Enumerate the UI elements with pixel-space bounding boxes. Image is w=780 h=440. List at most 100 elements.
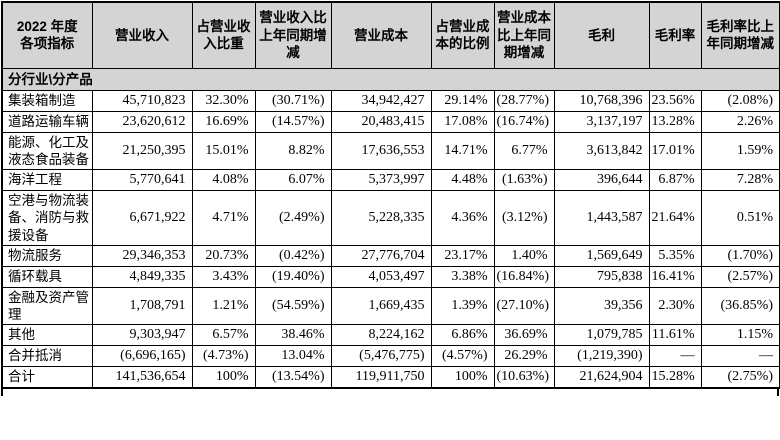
- value-cell: 29.14%: [430, 89, 495, 112]
- value-cell: 5,770,641: [91, 169, 193, 192]
- table-row: 物流服务 29,346,353 20.73% (0.42%) 27,776,704 23.…: [1, 244, 780, 267]
- table-row: 集装箱制造 45,710,823 32.30% (30.71%) 34,942,427 2…: [1, 89, 780, 112]
- table-header-row: 2022 年度 各项指标 营业收入 占营业收入比重 营业收入比上年同期增减 营业成本 占营…: [1, 1, 780, 69]
- value-cell: 6.77%: [493, 131, 555, 171]
- value-cell: 16.41%: [648, 265, 702, 288]
- row-label: 合计: [1, 365, 93, 389]
- value-cell: 1.21%: [191, 286, 256, 326]
- value-cell: 396,644: [553, 169, 650, 192]
- row-label: 道路运输车辆: [1, 110, 93, 133]
- column-header-2: 占营业收入比重: [191, 1, 256, 69]
- column-header-1: 营业收入: [91, 1, 193, 69]
- section-label: 分行业\分产品: [1, 67, 780, 91]
- value-cell: (10.63%): [493, 365, 555, 389]
- value-cell: 36.69%: [493, 324, 555, 347]
- value-cell: (30.71%): [254, 89, 332, 112]
- row-label: 海洋工程: [1, 169, 93, 192]
- value-cell: (16.84%): [493, 265, 555, 288]
- value-cell: (16.74%): [493, 110, 555, 133]
- value-cell: (28.77%): [493, 89, 555, 112]
- value-cell: 11.61%: [648, 324, 702, 347]
- value-cell: 4,053,497: [330, 265, 432, 288]
- table-row: 合并抵消 (6,696,165) (4.73%) 13.04% (5,476,775)(…: [1, 345, 780, 367]
- value-cell: 16.69%: [191, 110, 256, 133]
- value-cell: 5,373,997: [330, 169, 432, 192]
- value-cell: 1,079,785: [553, 324, 650, 347]
- value-cell: 17.08%: [430, 110, 495, 133]
- value-cell: 21.64%: [648, 190, 702, 246]
- value-cell: 13.04%: [254, 345, 332, 367]
- value-cell: 29,346,353: [91, 244, 193, 267]
- value-cell: 26.29%: [493, 345, 555, 367]
- value-cell: 17,636,553: [330, 131, 432, 171]
- value-cell: 100%: [191, 365, 256, 389]
- value-cell: 6.57%: [191, 324, 256, 347]
- row-label: 循环载具: [1, 265, 93, 288]
- table-row: 道路运输车辆 23,620,612 16.69% (14.57%) 20,483,415…: [1, 110, 780, 133]
- value-cell: 119,911,750: [330, 365, 432, 389]
- column-header-9: 毛利率比上年同期增减: [700, 1, 780, 69]
- value-cell: 23.56%: [648, 89, 702, 112]
- value-cell: 23.17%: [430, 244, 495, 267]
- value-cell: 5.35%: [648, 244, 702, 267]
- table-row: 循环载具 4,849,335 3.43% (19.40%) 4,053,497 3.38%…: [1, 265, 780, 288]
- table-row: 能源、化工及液态食品装备 21,250,395 15.01% 8.82% 17,636,…: [1, 131, 780, 171]
- row-label: 金融及资产管理: [1, 286, 93, 326]
- value-cell: 4.48%: [430, 169, 495, 192]
- value-cell: 6,671,922: [91, 190, 193, 246]
- row-label: 空港与物流装备、消防与救援设备: [1, 190, 93, 246]
- value-cell: (13.54%): [254, 365, 332, 389]
- value-cell: 9,303,947: [91, 324, 193, 347]
- value-cell: 20,483,415: [330, 110, 432, 133]
- row-label: 其他: [1, 324, 93, 347]
- value-cell: 34,942,427: [330, 89, 432, 112]
- value-cell: 27,776,704: [330, 244, 432, 267]
- value-cell: 20.73%: [191, 244, 256, 267]
- value-cell: 6.07%: [254, 169, 332, 192]
- value-cell: 1,669,435: [330, 286, 432, 326]
- value-cell: (5,476,775): [330, 345, 432, 367]
- column-header-5: 占营业成本的比例: [430, 1, 495, 69]
- value-cell: 4,849,335: [91, 265, 193, 288]
- value-cell: 141,536,654: [91, 365, 193, 389]
- value-cell: (36.85%): [700, 286, 780, 326]
- value-cell: 6.86%: [430, 324, 495, 347]
- value-cell: (1.70%): [700, 244, 780, 267]
- value-cell: 1.40%: [493, 244, 555, 267]
- value-cell: —: [700, 345, 780, 367]
- value-cell: 32.30%: [191, 89, 256, 112]
- value-cell: 10,768,396: [553, 89, 650, 112]
- column-header-6: 营业成本比上年同期增减: [493, 1, 555, 69]
- value-cell: 2.26%: [700, 110, 780, 133]
- section-row: 分行业\分产品: [1, 67, 780, 91]
- table-row: 金融及资产管理 1,708,791 1.21% (54.59%) 1,669,435 1.…: [1, 286, 780, 326]
- value-cell: (2.75%): [700, 365, 780, 389]
- value-cell: 3,613,842: [553, 131, 650, 171]
- value-cell: (1.63%): [493, 169, 555, 192]
- value-cell: (2.49%): [254, 190, 332, 246]
- value-cell: 13.28%: [648, 110, 702, 133]
- value-cell: 1.15%: [700, 324, 780, 347]
- row-label: 能源、化工及液态食品装备: [1, 131, 93, 171]
- value-cell: (54.59%): [254, 286, 332, 326]
- table-row: 其他 9,303,947 6.57% 38.46% 8,224,162 6.86% 36.6…: [1, 324, 780, 347]
- value-cell: 21,250,395: [91, 131, 193, 171]
- value-cell: (27.10%): [493, 286, 555, 326]
- value-cell: 39,356: [553, 286, 650, 326]
- value-cell: 3.38%: [430, 265, 495, 288]
- column-header-8: 毛利率: [648, 1, 702, 69]
- value-cell: 4.71%: [191, 190, 256, 246]
- table-row: 合计 141,536,654 100% (13.54%) 119,911,750 100%…: [1, 365, 780, 389]
- value-cell: 8.82%: [254, 131, 332, 171]
- value-cell: 14.71%: [430, 131, 495, 171]
- segment-results-table: 2022 年度 各项指标 营业收入 占营业收入比重 营业收入比上年同期增减 营业成本 占营…: [1, 1, 780, 389]
- column-header-4: 营业成本: [330, 1, 432, 69]
- value-cell: 6.87%: [648, 169, 702, 192]
- column-header-3: 营业收入比上年同期增减: [254, 1, 332, 69]
- table-row: 海洋工程 5,770,641 4.08% 6.07% 5,373,997 4.48% (1.…: [1, 169, 780, 192]
- value-cell: (19.40%): [254, 265, 332, 288]
- value-cell: (2.57%): [700, 265, 780, 288]
- value-cell: 795,838: [553, 265, 650, 288]
- value-cell: 3.43%: [191, 265, 256, 288]
